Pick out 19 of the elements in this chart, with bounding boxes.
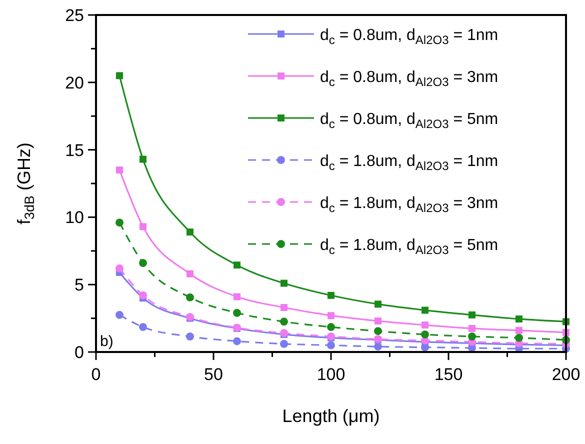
x-tick-label: 100: [316, 365, 346, 384]
legend-label: d$_{c}$ = 0.8um, d$_{Al2O3}$ = 1nm: [320, 27, 498, 47]
annotation: b): [100, 333, 114, 350]
y-tick-label: 20: [65, 73, 84, 92]
y-tick-label: 0: [74, 343, 84, 362]
y-tick-label: 15: [65, 140, 84, 160]
legend-label: d$_{c}$ = 1.8um, d$_{Al2O3}$ = 3nm: [320, 195, 498, 215]
legend-label: d$_{c}$ = 0.8um, d$_{Al2O3}$ = 5nm: [320, 111, 498, 131]
x-tick-label: 150: [434, 365, 463, 384]
y-tick-label: 5: [74, 276, 84, 295]
y-tick-label: 10: [65, 208, 84, 228]
x-tick-label: 0: [91, 365, 101, 384]
legend-label: d$_{c}$ = 1.8um, d$_{Al2O3}$ = 1nm: [320, 153, 498, 173]
x-axis-title: Length (μm): [282, 406, 380, 426]
y-tick-label: 25: [65, 6, 84, 25]
legend-label: d$_{c}$ = 0.8um, d$_{Al2O3}$ = 3nm: [320, 69, 498, 89]
x-tick-label: 50: [204, 365, 223, 384]
x-tick-label: 200: [552, 365, 580, 384]
legend-label: d$_{c}$ = 1.8um, d$_{Al2O3}$ = 5nm: [320, 237, 498, 257]
